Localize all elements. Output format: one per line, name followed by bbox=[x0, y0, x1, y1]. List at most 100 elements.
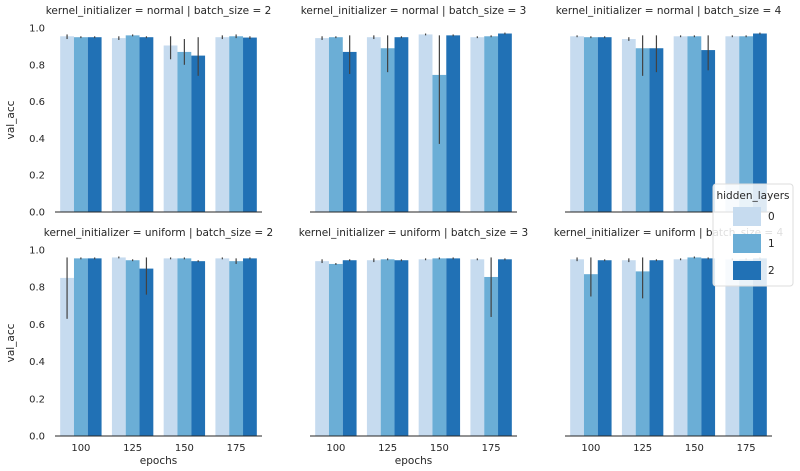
bar bbox=[673, 259, 688, 436]
bar bbox=[315, 38, 329, 213]
x-tick-label: 150 bbox=[430, 443, 449, 454]
bar bbox=[432, 258, 447, 436]
bar bbox=[470, 259, 485, 436]
x-tick-label: 150 bbox=[685, 443, 704, 454]
panel-title: kernel_initializer = normal | batch_size… bbox=[46, 5, 272, 17]
bar bbox=[177, 51, 192, 212]
bar bbox=[60, 277, 74, 436]
bar bbox=[366, 260, 381, 436]
bar bbox=[583, 37, 598, 213]
bar bbox=[177, 258, 192, 436]
bar bbox=[380, 48, 395, 212]
y-tick-label: 0.6 bbox=[29, 320, 45, 331]
x-tick-label: 175 bbox=[737, 443, 756, 454]
x-tick-label: 125 bbox=[633, 443, 652, 454]
bar bbox=[687, 257, 702, 436]
bar bbox=[597, 260, 612, 436]
legend-title: hidden_layers bbox=[716, 190, 789, 202]
bar bbox=[635, 48, 650, 212]
x-tick-label: 100 bbox=[581, 443, 600, 454]
x-tick-label: 175 bbox=[482, 443, 501, 454]
bar bbox=[446, 35, 461, 212]
x-tick-label: 125 bbox=[378, 443, 397, 454]
bar bbox=[380, 259, 395, 436]
bar bbox=[139, 268, 154, 436]
bar bbox=[498, 259, 512, 436]
y-tick-label: 0.2 bbox=[29, 171, 45, 182]
bar bbox=[649, 48, 664, 212]
bar bbox=[60, 36, 74, 212]
bar bbox=[215, 258, 230, 436]
facet-panel: kernel_initializer = normal | batch_size… bbox=[5, 5, 271, 219]
bar bbox=[243, 37, 257, 213]
bar bbox=[87, 258, 102, 436]
x-tick-label: 150 bbox=[175, 443, 194, 454]
legend-swatch bbox=[733, 261, 761, 280]
bar bbox=[163, 45, 178, 213]
bar bbox=[446, 258, 461, 436]
bar bbox=[125, 35, 140, 212]
legend-label: 0 bbox=[768, 211, 775, 223]
bar bbox=[673, 36, 688, 212]
bar bbox=[597, 37, 612, 213]
y-tick-label: 0.8 bbox=[29, 60, 45, 71]
bar bbox=[394, 37, 409, 213]
bar bbox=[229, 36, 244, 212]
bar bbox=[191, 261, 206, 436]
bar bbox=[215, 37, 230, 213]
bar bbox=[701, 50, 716, 212]
bar bbox=[73, 258, 88, 436]
bar bbox=[243, 258, 257, 436]
bar bbox=[484, 276, 499, 436]
bar bbox=[570, 36, 584, 212]
bar bbox=[315, 261, 329, 436]
y-tick-label: 0.0 bbox=[29, 432, 45, 443]
bar bbox=[649, 260, 664, 436]
bar bbox=[725, 36, 740, 212]
y-axis-label: val_acc bbox=[5, 323, 17, 362]
y-tick-label: 1.0 bbox=[29, 246, 45, 257]
bar bbox=[229, 261, 244, 436]
legend-swatch bbox=[733, 207, 761, 226]
facet-panel: kernel_initializer = normal | batch_size… bbox=[556, 5, 782, 213]
panel-title: kernel_initializer = uniform | batch_siz… bbox=[299, 227, 528, 239]
bar bbox=[570, 259, 584, 436]
bar bbox=[739, 259, 754, 436]
bar bbox=[342, 51, 357, 212]
x-tick-label: 100 bbox=[326, 443, 345, 454]
bar bbox=[191, 55, 206, 212]
bar bbox=[635, 271, 650, 436]
bar bbox=[111, 257, 126, 436]
y-tick-label: 0.6 bbox=[29, 97, 45, 108]
bar bbox=[621, 39, 636, 212]
facet-panel: kernel_initializer = uniform | batch_siz… bbox=[5, 227, 273, 467]
bar bbox=[753, 258, 767, 436]
y-tick-label: 0.2 bbox=[29, 394, 45, 405]
y-tick-label: 1.0 bbox=[29, 24, 45, 35]
bar bbox=[484, 36, 499, 212]
y-tick-label: 0.4 bbox=[29, 357, 45, 368]
bar bbox=[687, 36, 702, 212]
x-tick-label: 125 bbox=[123, 443, 142, 454]
y-tick-label: 0.8 bbox=[29, 283, 45, 294]
x-tick-label: 100 bbox=[71, 443, 90, 454]
y-tick-label: 0.0 bbox=[29, 208, 45, 219]
bar bbox=[725, 259, 740, 436]
panel-title: kernel_initializer = normal | batch_size… bbox=[556, 5, 782, 17]
legend-label: 2 bbox=[768, 265, 775, 277]
bar bbox=[87, 37, 102, 213]
bar bbox=[498, 33, 512, 212]
legend: hidden_layers 0 1 2 bbox=[712, 183, 794, 287]
legend-label: 1 bbox=[768, 238, 775, 250]
facet-panel: kernel_initializer = uniform | batch_siz… bbox=[299, 227, 528, 467]
bar bbox=[418, 259, 433, 436]
bar bbox=[125, 260, 140, 436]
bar bbox=[342, 260, 357, 436]
y-tick-label: 0.4 bbox=[29, 134, 45, 145]
panel-title: kernel_initializer = uniform | batch_siz… bbox=[44, 227, 273, 239]
x-tick-label: 175 bbox=[227, 443, 246, 454]
bar bbox=[139, 37, 154, 213]
bar bbox=[111, 38, 126, 213]
bar bbox=[583, 274, 598, 436]
